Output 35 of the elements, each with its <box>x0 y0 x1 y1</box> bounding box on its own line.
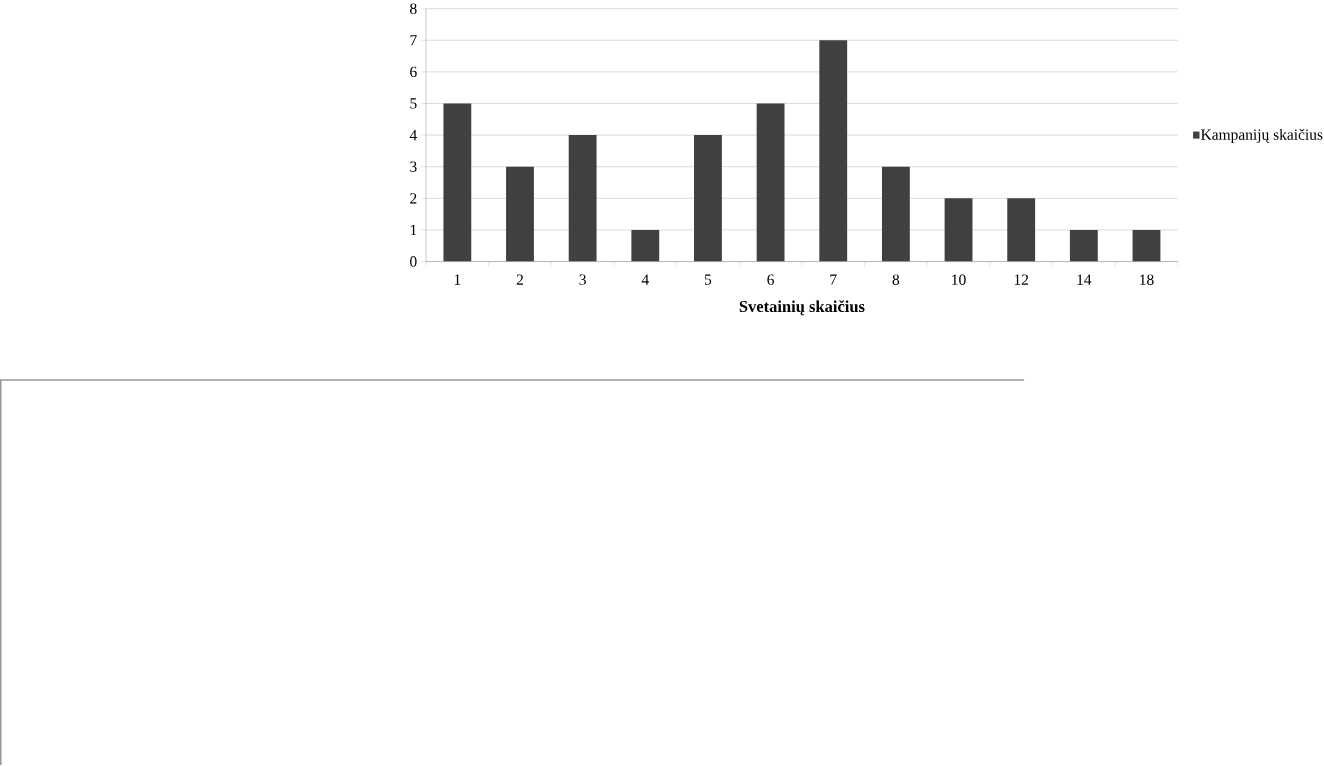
x-tick-label: 6 <box>767 274 774 285</box>
bar <box>506 166 534 262</box>
y-tick-label: 7 <box>410 35 417 46</box>
bar <box>1069 230 1098 262</box>
x-tick-label: 14 <box>1077 274 1092 285</box>
bar <box>1007 198 1036 262</box>
x-tick-label: 12 <box>1014 274 1029 285</box>
y-tick-label: 3 <box>410 161 417 172</box>
x-tick-label: 7 <box>830 274 837 285</box>
y-tick-label: 1 <box>410 224 417 236</box>
x-tick-label: 3 <box>579 274 586 285</box>
y-tick-label: 0 <box>410 256 417 267</box>
y-tick-label: 4 <box>409 130 417 141</box>
bar <box>819 40 848 262</box>
bar <box>631 230 660 262</box>
y-tick-label: 6 <box>410 66 417 78</box>
legend-label: Kampanijų skaičius <box>1201 129 1323 144</box>
x-tick-label: 18 <box>1140 274 1154 285</box>
y-tick-label: 2 <box>410 193 417 204</box>
x-tick-label: 8 <box>892 274 900 285</box>
y-tick-label: 5 <box>410 98 417 109</box>
bar <box>881 166 910 262</box>
y-tick-label: 8 <box>410 3 417 14</box>
x-tick-label: 4 <box>641 274 649 285</box>
x-tick-label: 5 <box>704 274 712 285</box>
bar <box>756 103 785 262</box>
x-tick-label: 2 <box>516 274 523 285</box>
x-axis-title: Svetainių skaičius <box>739 300 865 316</box>
bar <box>568 135 597 262</box>
bar <box>694 135 722 262</box>
bar <box>1132 230 1161 262</box>
bar <box>443 103 472 262</box>
x-tick-label: 1 <box>454 274 461 285</box>
bar <box>944 198 973 262</box>
x-tick-label: 10 <box>952 274 966 285</box>
